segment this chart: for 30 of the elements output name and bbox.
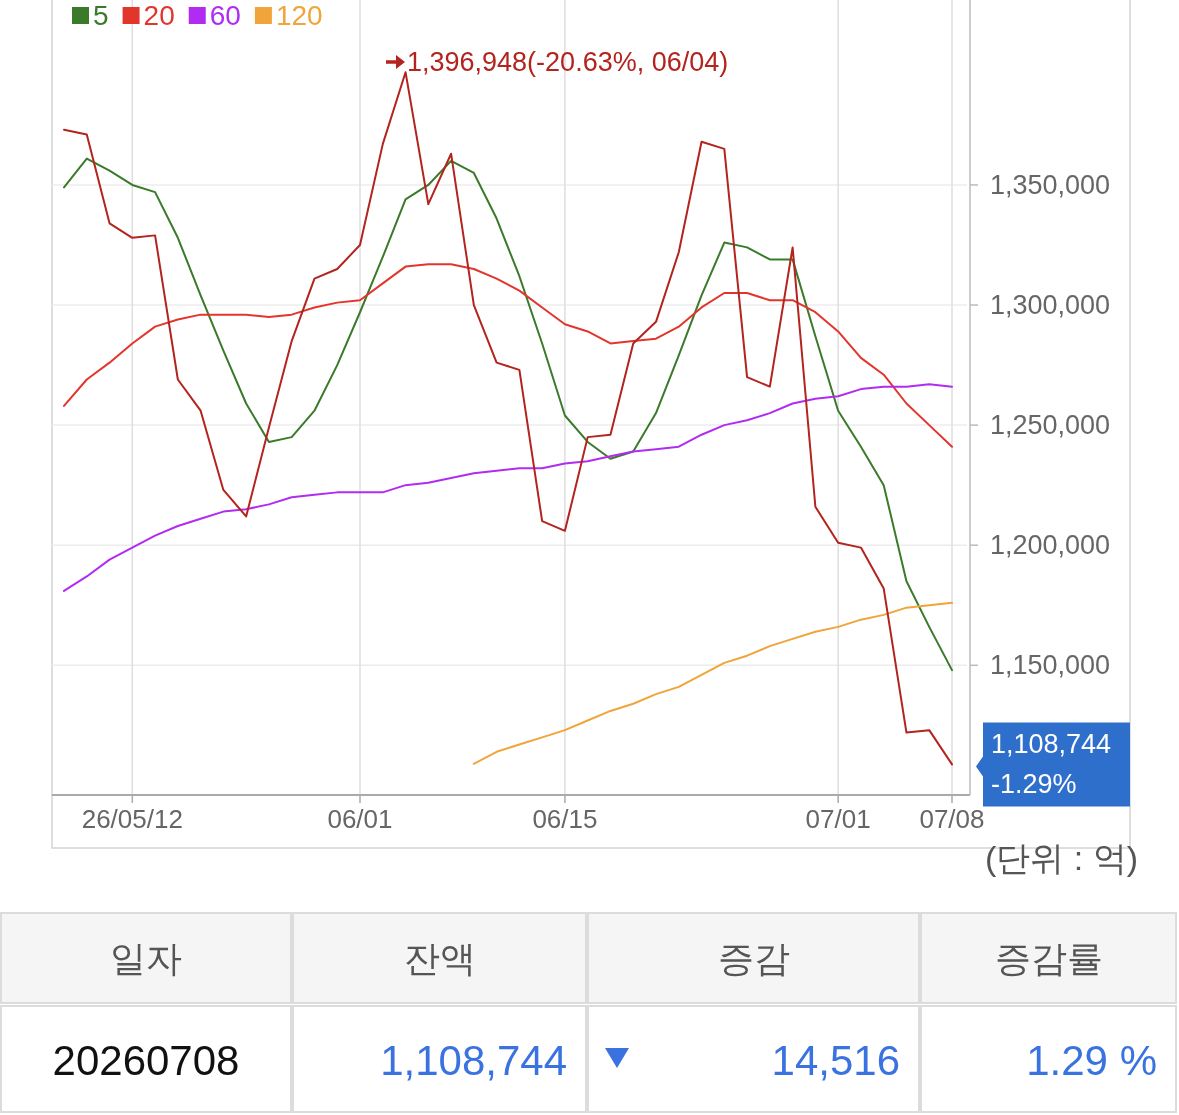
text: 20260708 [52,1036,240,1084]
x-tick-label: 06/01 [327,804,393,834]
text: 1,108,744 [380,1036,567,1084]
line-series [63,263,953,448]
y-tick-label: 1,350,000 [990,169,1111,200]
line-series [63,157,953,672]
annotation: 1,396,948(-20.63%, 06/04) [407,47,729,77]
line-series [63,383,953,592]
legend-label: 120 [275,0,323,31]
y-tick-label: 1,200,000 [990,530,1111,561]
text: (단위 : 억) [985,839,1138,877]
text: 1.29 % [1026,1036,1157,1084]
y-tick-label: 1,150,000 [990,650,1111,681]
annotation: 1,108,744 [991,729,1112,760]
x-tick-label: 26/05/12 [81,804,183,834]
x-tick-label: 06/15 [532,804,598,834]
annotation: -1.29% [991,769,1077,800]
y-tick-label: 1,300,000 [990,290,1111,321]
x-tick-label: 07/08 [919,804,985,834]
line-series [472,601,953,765]
category-label: 일자 [110,937,182,979]
category-label: 증감률 [994,937,1103,979]
category-label: 증감 [717,937,790,979]
legend-label: 20 [143,0,175,31]
x-tick-label: 07/01 [805,804,871,834]
text: 14,516 [771,1036,900,1084]
category-label: 잔액 [403,937,476,979]
y-tick-label: 1,250,000 [990,410,1111,441]
legend-label: 60 [209,0,241,31]
legend-label: 5 [93,0,109,31]
